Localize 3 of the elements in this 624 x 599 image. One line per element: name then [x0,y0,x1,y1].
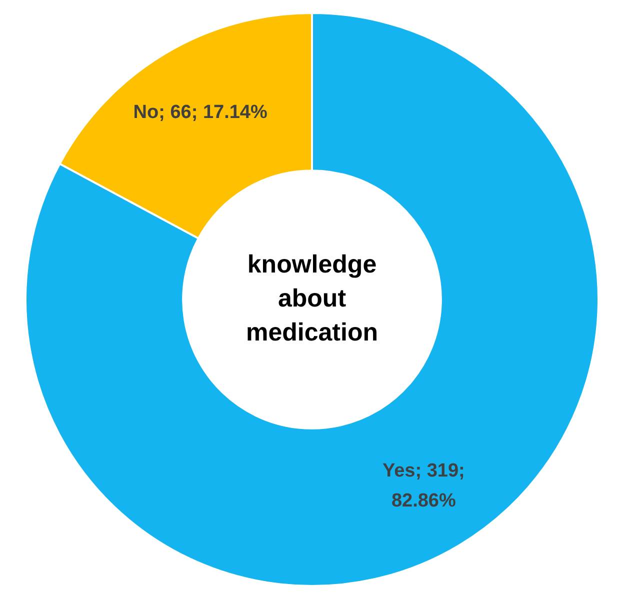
slice-label: Yes; 319; 82.86% [382,460,465,512]
slice-label: No; 66; 17.14% [133,102,268,123]
text: knowledge about medication [246,250,378,346]
